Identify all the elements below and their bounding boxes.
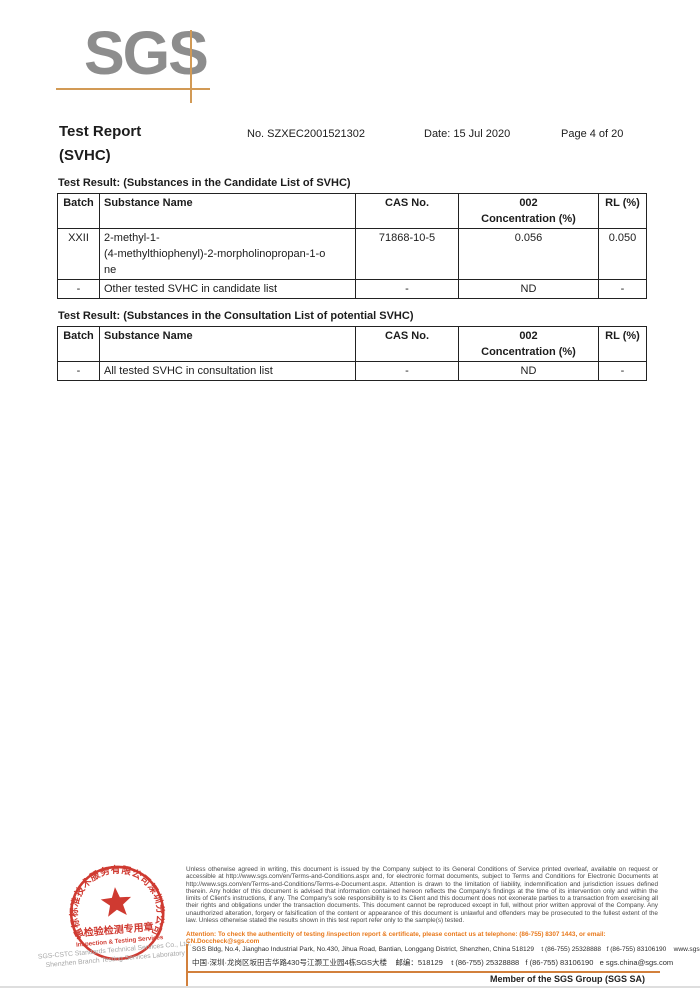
report-number: No. SZXEC2001521302 [247, 128, 366, 140]
address-english: SGS Bldg, No.4, Jianghao Industrial Park… [192, 946, 700, 953]
attention-notice: Attention: To check the authenticity of … [186, 931, 606, 945]
logo-vertical-line [190, 30, 192, 103]
cell-rl: - [598, 279, 647, 299]
table-header-row: Batch Substance Name CAS No. 002 Concent… [57, 326, 647, 362]
cell-cas: - [355, 361, 459, 381]
candidate-table: Batch Substance Name CAS No. 002 Concent… [57, 193, 647, 299]
report-subtitle: (SVHC) [59, 147, 111, 164]
cell-batch: XXII [57, 228, 100, 280]
consultation-table: Batch Substance Name CAS No. 002 Concent… [57, 326, 647, 381]
cell-cas: - [355, 279, 459, 299]
cell-batch: - [57, 279, 100, 299]
col-substance: Substance Name [99, 326, 356, 362]
col-batch: Batch [57, 193, 100, 229]
table-row: - All tested SVHC in consultation list -… [57, 361, 647, 381]
page-indicator: Page 4 of 20 [561, 128, 624, 140]
cell-rl: 0.050 [598, 228, 647, 280]
cell-substance: 2-methyl-1- (4-methylthiophenyl)-2-morph… [99, 228, 356, 280]
cell-concentration: ND [458, 361, 599, 381]
cell-rl: - [598, 361, 647, 381]
stamp-circle [69, 865, 165, 961]
report-date: Date: 15 Jul 2020 [424, 128, 511, 140]
member-text: Member of the SGS Group (SGS SA) [489, 974, 645, 984]
col-concentration: 002 Concentration (%) [458, 326, 599, 362]
col-batch: Batch [57, 326, 100, 362]
col-cas: CAS No. [355, 326, 459, 362]
cell-substance: Other tested SVHC in candidate list [99, 279, 356, 299]
cell-cas: 71868-10-5 [355, 228, 459, 280]
table-header-row: Batch Substance Name CAS No. 002 Concent… [57, 193, 647, 229]
col-concentration: 002 Concentration (%) [458, 193, 599, 229]
page-bottom-edge [0, 986, 700, 988]
col-rl: RL (%) [598, 326, 647, 362]
col-rl: RL (%) [598, 193, 647, 229]
section-heading-consultation: Test Result: (Substances in the Consulta… [58, 310, 414, 322]
cell-concentration: ND [458, 279, 599, 299]
address-chinese: 中国·深圳·龙岗区坂田吉华路430号江灏工业园4栋SGS大楼 邮编：518129… [192, 958, 674, 967]
legal-disclaimer: Unless otherwise agreed in writing, this… [186, 866, 658, 925]
col-cas: CAS No. [355, 193, 459, 229]
table-row: - Other tested SVHC in candidate list - … [57, 279, 647, 299]
sgs-logo: SGS [84, 19, 209, 87]
footer-vertical-line [186, 944, 188, 986]
stamp-star-icon [100, 887, 132, 917]
col-substance: Substance Name [99, 193, 356, 229]
cell-batch: - [57, 361, 100, 381]
inspection-stamp-icon: 通标标准技术服务有限公司深圳分公司 检验检测专用章 Inspection & T… [64, 860, 168, 961]
cell-concentration: 0.056 [458, 228, 599, 280]
table-row: XXII 2-methyl-1- (4-methylthiophenyl)-2-… [57, 228, 647, 280]
report-title: Test Report [59, 123, 142, 140]
section-heading-candidate: Test Result: (Substances in the Candidat… [58, 177, 351, 189]
footer-horizontal-line [186, 971, 660, 973]
logo-horizontal-line [56, 88, 210, 90]
cell-substance: All tested SVHC in consultation list [99, 361, 356, 381]
